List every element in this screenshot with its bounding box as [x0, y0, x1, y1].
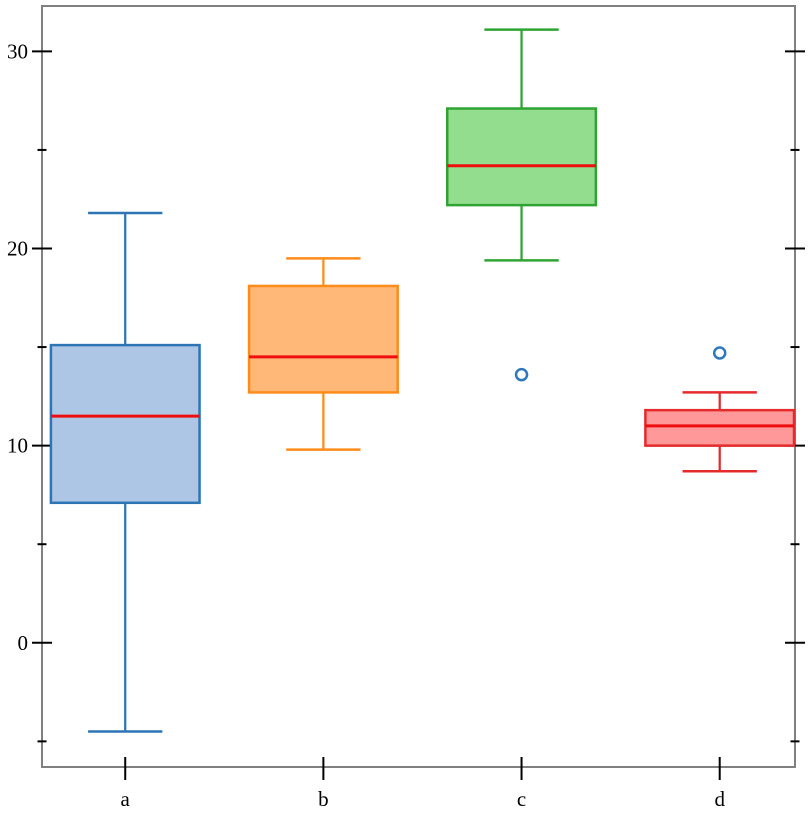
box-d: [644, 408, 796, 447]
x-tick-label-c: c: [517, 787, 526, 811]
y-tick-label: 30: [7, 39, 28, 63]
x-tick-label-d: d: [714, 787, 725, 811]
x-tick-label-b: b: [318, 787, 329, 811]
box-b: [247, 284, 399, 394]
outlier-point-c: [514, 367, 529, 382]
x-tick-label-a: a: [121, 787, 131, 811]
y-tick-label: 10: [7, 434, 28, 458]
box-c: [445, 107, 598, 207]
y-tick-label: 0: [18, 631, 29, 655]
box-a: [49, 343, 201, 505]
outlier-point-d: [712, 346, 727, 360]
y-tick-label: 20: [7, 236, 28, 260]
